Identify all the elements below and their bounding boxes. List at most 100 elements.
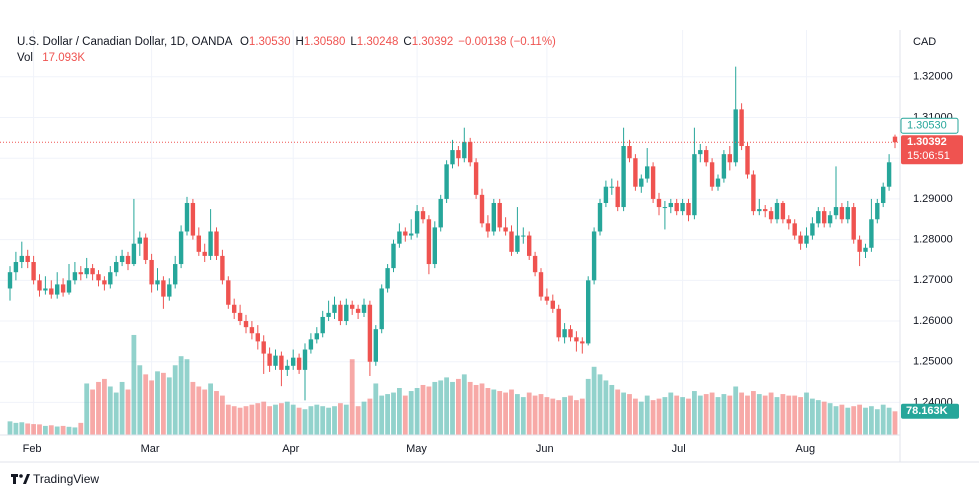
volume-bar xyxy=(414,388,420,435)
volume-bar xyxy=(485,388,491,435)
volume-bar xyxy=(196,386,202,435)
x-tick-label: Apr xyxy=(282,443,299,455)
volume-bar xyxy=(102,378,107,435)
volume-bar xyxy=(19,422,25,435)
volume-bar xyxy=(143,374,149,435)
price-axis: 1.240001.250001.260001.270001.280001.290… xyxy=(913,71,953,409)
volume-bar xyxy=(225,404,231,435)
volume-bar xyxy=(768,392,774,435)
y-tick-label: 1.32000 xyxy=(913,71,953,83)
volume-bar xyxy=(326,407,331,435)
volume-bar xyxy=(332,406,337,435)
candle-body xyxy=(686,202,691,216)
candle-body xyxy=(314,333,319,340)
volume-bar xyxy=(308,406,314,435)
volume-bar xyxy=(450,381,455,435)
candle-body xyxy=(55,284,60,295)
grid xyxy=(0,30,900,435)
ohlc-key: L xyxy=(350,36,357,48)
volume-bar xyxy=(845,407,851,435)
volume-bar xyxy=(420,384,426,435)
volume-bar xyxy=(739,392,744,435)
volume-bar xyxy=(603,380,609,435)
candle-body xyxy=(727,154,732,163)
candle-body xyxy=(261,341,266,354)
candle-body xyxy=(385,268,390,289)
candle-body xyxy=(792,223,797,236)
candle-body xyxy=(768,211,774,220)
candle-body xyxy=(715,178,721,187)
x-tick-label: Aug xyxy=(796,443,816,455)
volume-bar xyxy=(538,394,544,435)
volume-bar xyxy=(544,397,550,435)
candle-body xyxy=(96,274,101,281)
volume-bar xyxy=(833,406,839,435)
volume-bar xyxy=(526,392,532,435)
candle-body xyxy=(119,255,125,263)
volume-bar xyxy=(31,424,36,435)
volume-value-box xyxy=(901,403,959,419)
volume-bar xyxy=(461,374,467,435)
candle-body xyxy=(102,280,107,285)
volume-bar xyxy=(786,395,792,435)
candle-body xyxy=(650,166,656,199)
candle-body xyxy=(456,150,461,159)
candle-body xyxy=(131,243,137,265)
volume-bar xyxy=(137,365,143,435)
volume-bar xyxy=(762,395,768,435)
candle-body xyxy=(90,268,95,275)
candle-body xyxy=(609,186,614,188)
volume-bar xyxy=(391,392,396,435)
volume-bar xyxy=(804,392,809,435)
volume-bar xyxy=(821,401,827,435)
ohlc-key: C xyxy=(403,36,411,48)
candle-body xyxy=(869,219,874,248)
candle-body xyxy=(780,202,786,220)
volume-bar xyxy=(355,406,361,435)
candle-body xyxy=(662,207,668,209)
candle-body xyxy=(155,280,160,285)
logo-mark xyxy=(11,474,18,484)
candle-body xyxy=(721,154,727,179)
volume-bar xyxy=(751,391,756,435)
volume-bar xyxy=(84,383,90,435)
volume-bar xyxy=(107,386,113,435)
currency: CAD xyxy=(913,36,936,48)
candle-body xyxy=(450,150,455,165)
volume-bar xyxy=(780,394,786,435)
candle-body xyxy=(125,255,131,265)
volume-bar xyxy=(886,407,892,435)
candle-body xyxy=(680,202,685,212)
candle-body xyxy=(668,202,673,208)
candle-body xyxy=(774,202,780,220)
volume-bar xyxy=(43,425,48,435)
volume-bar xyxy=(874,409,880,435)
candle-body xyxy=(37,280,42,291)
volume-bar xyxy=(680,397,685,435)
volume-bar xyxy=(379,395,385,435)
volume-bar xyxy=(90,389,95,435)
volume-title: Vol xyxy=(17,52,33,64)
candle-body xyxy=(509,231,514,252)
candle-body xyxy=(515,235,520,252)
candle-body xyxy=(143,237,148,260)
candle-body xyxy=(149,259,154,285)
volume-bar xyxy=(692,391,697,435)
candle-body xyxy=(326,312,331,317)
candle-body xyxy=(49,288,54,295)
volume-bar xyxy=(520,397,526,435)
volume-bar xyxy=(668,392,674,435)
candle-body xyxy=(379,288,384,330)
candle-body xyxy=(704,150,709,163)
volume-bar xyxy=(574,400,579,435)
candle-body xyxy=(562,329,567,338)
change: −0.00138 (−0.11%) xyxy=(458,36,556,48)
ohlc-value: 1.30530 xyxy=(249,36,291,48)
volume-bar xyxy=(208,383,213,435)
candle-body xyxy=(875,202,880,220)
volume-bar xyxy=(60,425,66,435)
volume-bar xyxy=(190,381,196,435)
candle-body xyxy=(621,146,626,208)
volume-bar xyxy=(815,400,821,435)
volume-bar xyxy=(314,404,320,435)
